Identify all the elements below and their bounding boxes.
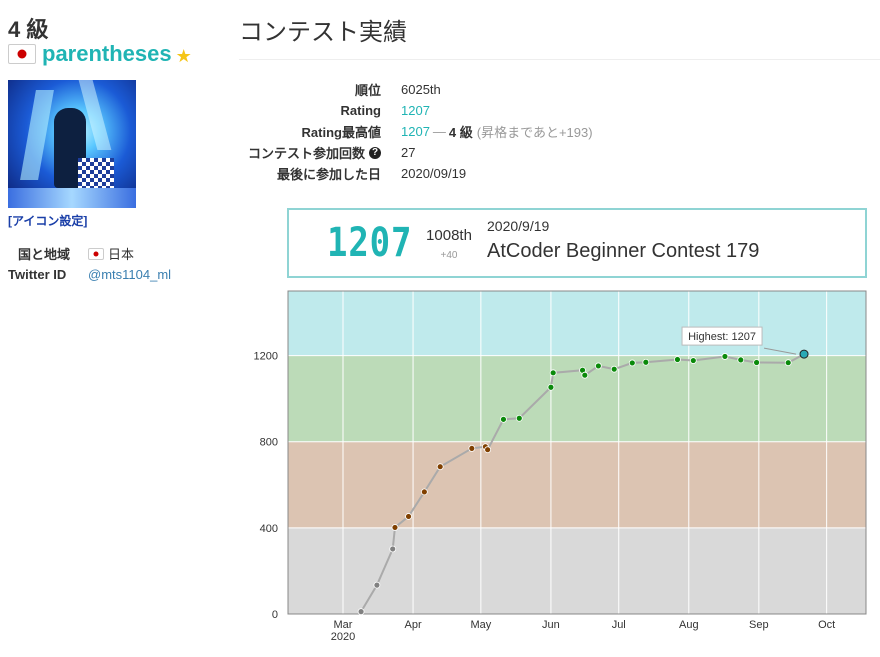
chart-band <box>288 441 866 528</box>
stat-row-last: 最後に参加した日 2020/09/19 <box>239 163 593 184</box>
icon-settings-link[interactable]: [アイコン設定] <box>8 214 88 228</box>
data-point <box>549 369 557 377</box>
data-point <box>628 359 636 367</box>
data-point <box>784 359 792 367</box>
data-point <box>436 463 444 471</box>
stat-row-highest: Rating最高値 1207 — 4 級 (昇格まであと+193) <box>239 121 593 142</box>
data-point <box>674 356 681 363</box>
status-rating: 1207 <box>327 220 413 266</box>
data-point <box>737 356 745 364</box>
stat-value: 2020/09/19 <box>401 166 467 181</box>
info-label: 国と地域 <box>18 247 71 262</box>
page-title: コンテスト実績 <box>239 19 407 46</box>
rank-title: 4 級 <box>8 17 49 42</box>
stat-row-rank: 順位 6025th <box>239 79 593 100</box>
data-point <box>373 581 381 589</box>
data-point <box>689 357 697 364</box>
data-point <box>500 415 507 423</box>
stat-label: コンテスト参加回数 ? <box>239 143 401 162</box>
star-icon: ★ <box>175 45 192 66</box>
help-icon[interactable]: ? <box>369 146 381 159</box>
info-value: 日本 <box>108 247 135 262</box>
japan-flag-icon <box>88 247 104 260</box>
data-point <box>391 524 399 531</box>
annotation-label: Highest: 1207 <box>688 331 756 343</box>
status-diff: +40 <box>440 250 458 261</box>
chart-band <box>288 355 866 442</box>
japan-flag-icon <box>8 44 36 64</box>
data-point <box>594 362 602 370</box>
data-point <box>389 545 397 553</box>
x-tick-label: Oct <box>818 619 835 631</box>
info-row-country: 国と地域 日本 <box>8 243 171 264</box>
x-tick-label: Mar <box>334 619 353 631</box>
x-tick-label: Sep <box>749 619 769 631</box>
data-point <box>753 359 760 366</box>
twitter-link[interactable]: @mts1104_ml <box>88 267 172 282</box>
stat-label: Rating <box>340 103 381 118</box>
status-place: 1008th <box>426 227 472 244</box>
data-point <box>357 608 365 616</box>
y-tick-label: 1200 <box>254 351 278 363</box>
status-contest[interactable]: AtCoder Beginner Contest 179 <box>487 240 760 262</box>
rating-chart: Mar 2020 Apr May Jun Jul Aug Sep Oct 0 400 800 1200 H… <box>230 286 880 652</box>
status-date: 2020/9/19 <box>487 218 550 234</box>
chart-band <box>288 527 866 614</box>
chart-frame <box>287 290 867 615</box>
y-tick-label: 0 <box>272 609 278 621</box>
annotation-box <box>681 326 763 346</box>
stat-value: 1207 — 4 級 (昇格まであと+193) <box>401 124 593 140</box>
divider <box>239 59 880 60</box>
annotation-leader <box>763 347 797 355</box>
stat-value: 6025th <box>401 82 441 97</box>
data-point <box>405 513 412 520</box>
data-point <box>484 446 492 454</box>
avatar <box>8 80 136 208</box>
info-row-twitter: Twitter ID @mts1104_ml <box>8 264 171 285</box>
x-tick-sublabel: 2020 <box>331 631 355 643</box>
stat-label: 順位 <box>354 83 381 98</box>
y-tick-label: 800 <box>260 437 278 449</box>
data-point <box>721 353 729 360</box>
x-tick-label: Aug <box>679 619 699 631</box>
stat-label: Rating最高値 <box>301 125 381 140</box>
data-point <box>515 414 523 422</box>
x-tick-label: Jun <box>542 619 560 631</box>
stat-row-count: コンテスト参加回数 ? 27 <box>239 142 593 163</box>
x-tick-label: Jul <box>612 619 626 631</box>
data-point <box>642 358 650 366</box>
info-label: Twitter ID <box>8 267 67 282</box>
stat-value: 27 <box>401 145 416 160</box>
user-line: parentheses ★ <box>8 40 192 68</box>
stat-row-rating: Rating 1207 <box>239 100 593 121</box>
stat-label: 最後に参加した日 <box>276 167 381 182</box>
chart-band <box>288 291 866 356</box>
data-point <box>581 371 589 379</box>
x-tick-label: May <box>470 619 491 631</box>
username-link[interactable]: parentheses <box>42 41 172 66</box>
y-tick-label: 400 <box>260 523 278 535</box>
data-point <box>420 488 428 496</box>
stat-value: 1207 <box>401 103 430 118</box>
data-point <box>799 349 809 359</box>
data-point <box>547 383 555 391</box>
x-tick-label: Apr <box>404 619 421 631</box>
rating-status-box: 1207 1008th +40 2020/9/19 AtCoder Beginn… <box>287 208 867 278</box>
stats-table: 順位 6025th Rating 1207 Rating最高値 1207 — 4… <box>239 79 593 184</box>
profile-info: 国と地域 日本 Twitter ID @mts1104_ml <box>8 243 171 285</box>
data-point <box>468 445 476 452</box>
data-point <box>610 365 618 373</box>
